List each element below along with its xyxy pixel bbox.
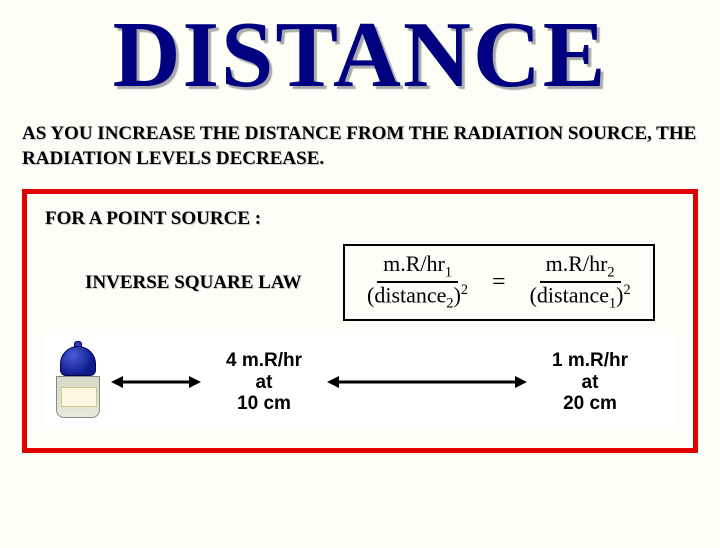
right-numerator: m.R/hr: [546, 251, 608, 276]
equals-sign: =: [488, 269, 510, 296]
source-icon: [53, 346, 103, 418]
formula-left-fraction: m.R/hr1 (distance2)2: [361, 252, 474, 313]
measurement-10cm: 4 m.R/hr at 10 cm: [209, 350, 319, 416]
diagram-panel: 4 m.R/hr at 10 cm 1 m.R/hr at 20 cm: [45, 335, 675, 430]
left-den-close: ): [454, 283, 461, 308]
subtitle-text: AS YOU INCREASE THE DISTANCE FROM THE RA…: [22, 122, 698, 171]
double-arrow-short-icon: [111, 373, 201, 391]
m20-value: 1 m.R/hr: [535, 350, 645, 372]
right-den-sup: 2: [623, 282, 630, 298]
formula-right-fraction: m.R/hr2 (distance1)2: [524, 252, 637, 313]
m20-at: at: [535, 372, 645, 394]
double-arrow-long-icon: [327, 373, 527, 391]
measurement-20cm: 1 m.R/hr at 20 cm: [535, 350, 645, 416]
content-box: FOR A POINT SOURCE : INVERSE SQUARE LAW …: [22, 189, 698, 453]
m20-dist: 20 cm: [535, 393, 645, 415]
left-numerator: m.R/hr: [383, 251, 445, 276]
right-den-base: (distance: [530, 283, 609, 308]
m10-value: 4 m.R/hr: [209, 350, 319, 372]
right-num-sub: 2: [607, 265, 614, 281]
inverse-square-law-label: INVERSE SQUARE LAW: [45, 272, 325, 294]
left-num-sub: 1: [445, 265, 452, 281]
page-title: DISTANCE: [0, 8, 720, 102]
m10-at: at: [209, 372, 319, 394]
left-den-sup: 2: [461, 282, 468, 298]
formula-box: m.R/hr1 (distance2)2 = m.R/hr2 (distance…: [343, 244, 655, 321]
left-den-base: (distance: [367, 283, 446, 308]
law-row: INVERSE SQUARE LAW m.R/hr1 (distance2)2 …: [45, 244, 675, 321]
left-den-sub: 2: [446, 296, 453, 312]
point-source-label: FOR A POINT SOURCE :: [45, 208, 675, 230]
m10-dist: 10 cm: [209, 393, 319, 415]
